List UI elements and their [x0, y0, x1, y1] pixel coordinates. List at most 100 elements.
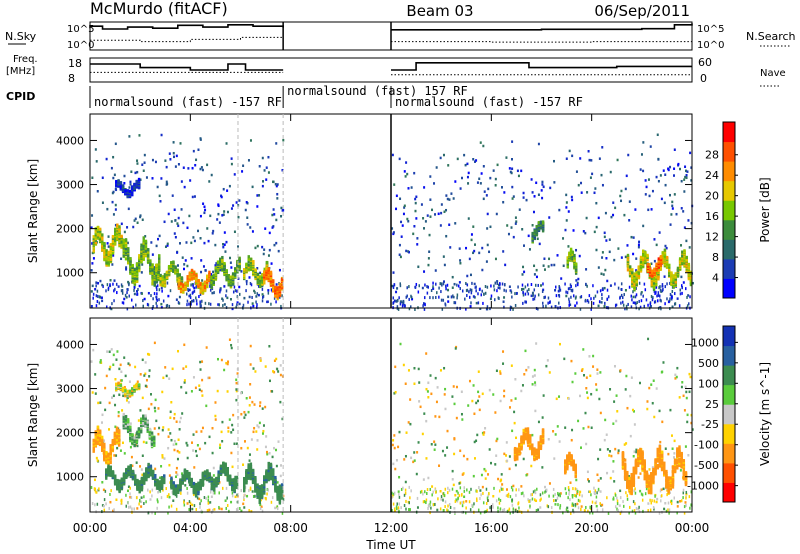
- echo-region: [564, 451, 577, 479]
- colorbar-tick-label: 1000: [691, 336, 719, 349]
- colorbar-tick-label: 25: [705, 398, 719, 411]
- colorbar-tick-label: -1000: [687, 480, 719, 493]
- echo-region: [177, 268, 211, 295]
- freq-line: [90, 62, 692, 71]
- echo-region: [115, 381, 141, 400]
- ytick-label: 3000: [56, 179, 84, 192]
- scatter-cells: [90, 337, 694, 515]
- colorbar-swatch: [723, 404, 735, 425]
- freq-tick-high: 18: [68, 57, 82, 70]
- velocity-panel: 1000 2000 3000 4000 Slant Range [km]: [26, 317, 694, 515]
- xtick-label: 00:00: [73, 521, 108, 535]
- colorbar-swatch: [723, 365, 735, 386]
- colorbar-tick-label: 12: [705, 231, 719, 244]
- colorbar-tick-label: -100: [694, 439, 719, 452]
- nsearch-tick-low: 10^0: [697, 40, 724, 51]
- colorbar-swatch: [723, 122, 735, 143]
- ylabel: Slant Range [km]: [26, 159, 40, 263]
- colorbar-swatch: [723, 345, 735, 366]
- colorbar-swatch: [723, 443, 735, 464]
- colorbar-swatch: [723, 161, 735, 182]
- colorbar-swatch: [723, 482, 735, 503]
- colorbar-tick-label: 24: [705, 169, 719, 182]
- ytick-label: 1000: [56, 471, 84, 484]
- time-axis: 00:00 04:00 08:00 12:00 16:00 20:00 00:00: [73, 114, 710, 535]
- freq-panel: [89, 57, 693, 83]
- velocity-colorbar: 1000 500 100 25 -25 -100 -500 -1000 Velocity [m …: [687, 325, 772, 503]
- colorbar-swatch: [723, 239, 735, 260]
- freq-label-1: Freq.: [13, 54, 38, 65]
- nsky-label: N.Sky: [5, 30, 37, 43]
- colorbar-label: Velocity [m s^-1]: [758, 362, 772, 466]
- echo-region: [122, 412, 156, 449]
- colorbar-swatch: [723, 258, 735, 279]
- colorbar-swatch: [723, 200, 735, 221]
- colorbar-swatch: [723, 326, 735, 347]
- xtick-label: 20:00: [574, 521, 609, 535]
- ylabel: Slant Range [km]: [26, 363, 40, 467]
- colorbar-tick-label: 20: [705, 190, 719, 203]
- echo-region: [210, 255, 241, 289]
- echo-region: [105, 462, 166, 494]
- echo-region: [513, 427, 545, 462]
- colorbar-label: Power [dB]: [758, 177, 772, 242]
- nsky-tick-low: 10^0: [67, 40, 94, 51]
- nsky-tick-high: 10^5: [67, 24, 94, 35]
- echo-region: [170, 468, 214, 498]
- echo-region: [92, 223, 123, 267]
- echo-region: [621, 444, 688, 496]
- nsky-line: [90, 23, 693, 31]
- echo-region: [92, 425, 121, 466]
- colorbar-swatch: [723, 180, 735, 201]
- ytick-label: 1000: [56, 267, 84, 280]
- echo-region: [646, 255, 663, 279]
- xtick-label: 08:00: [273, 521, 308, 535]
- xtick-label: 12:00: [374, 521, 409, 535]
- xtick-label: 16:00: [474, 521, 509, 535]
- station-title: McMurdo (fitACF): [90, 0, 228, 18]
- freq-label-2: [MHz]: [6, 66, 35, 77]
- colorbar-swatch: [723, 462, 735, 483]
- echo-region: [212, 461, 239, 494]
- power-colorbar: 4 8 12 16 20 24 28 Power [dB]: [705, 121, 772, 299]
- colorbar-frame: [722, 325, 736, 503]
- xtick-label: 00:00: [675, 521, 710, 535]
- cpid-segment-label: normalsound (fast) 157 RF: [287, 84, 468, 98]
- colorbar-swatch: [723, 423, 735, 444]
- colorbar-swatch: [723, 141, 735, 162]
- ytick-label: 2000: [56, 223, 84, 236]
- power-panel: 1000 2000 3000 4000 Slant Range [km]: [26, 113, 694, 311]
- echo-region: [531, 220, 545, 244]
- cpid-segment-label: normalsound (fast) -157 RF: [94, 95, 282, 109]
- colorbar-tick-label: -500: [694, 459, 719, 472]
- cpid-segment-label: normalsound (fast) -157 RF: [395, 95, 583, 109]
- colorbar-tick-label: 500: [698, 357, 719, 370]
- colorbar-swatch: [723, 219, 735, 240]
- colorbar-tick-label: 8: [712, 251, 719, 264]
- nsearch-label: N.Search: [746, 30, 796, 43]
- nave-tick-low: 0: [700, 72, 707, 85]
- ytick-label: 4000: [56, 338, 84, 351]
- colorbar-tick-label: 4: [712, 272, 719, 285]
- echo-region: [243, 461, 284, 505]
- colorbar-tick-label: 16: [705, 210, 719, 223]
- beam-title: Beam 03: [406, 2, 473, 20]
- freq-tick-low: 8: [68, 72, 75, 85]
- nave-line: [90, 71, 692, 76]
- colorbar-frame: [722, 121, 736, 299]
- nave-tick-high: 60: [698, 56, 712, 69]
- echo-region: [263, 266, 284, 301]
- echo-region: [566, 247, 578, 275]
- cpid-label: CPID: [6, 90, 35, 103]
- colorbar-tick-label: 100: [698, 377, 719, 390]
- ytick-label: 4000: [56, 134, 84, 147]
- colorbar-swatch: [723, 384, 735, 405]
- date-title: 06/Sep/2011: [594, 2, 690, 20]
- xaxis-label: Time UT: [365, 538, 416, 552]
- nave-label: Nave: [760, 68, 786, 79]
- colorbar-swatch: [723, 278, 735, 299]
- xtick-label: 04:00: [173, 521, 208, 535]
- echo-region: [243, 255, 269, 289]
